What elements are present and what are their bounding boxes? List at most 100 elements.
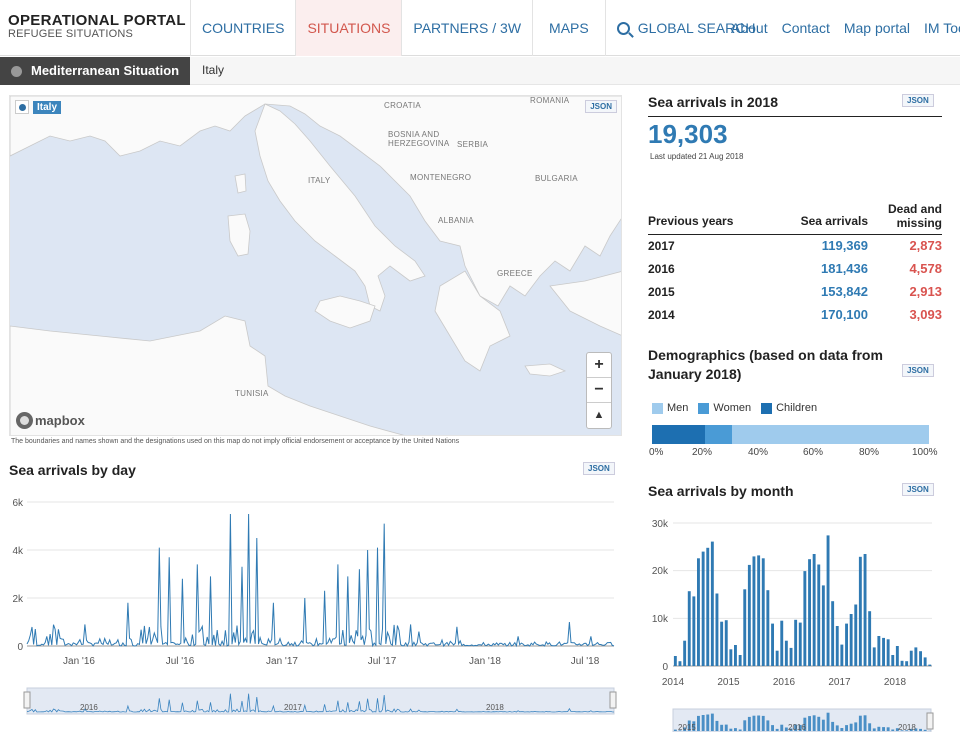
situation-map[interactable]: CROATIA BOSNIA AND HERZEGOVINA SERBIA RO… bbox=[9, 95, 622, 436]
by-month-title: Sea arrivals by month bbox=[648, 483, 794, 499]
by-month-bar[interactable] bbox=[784, 640, 788, 666]
legend-men[interactable]: Men bbox=[652, 402, 688, 414]
by-month-bar[interactable] bbox=[882, 637, 885, 666]
link-about[interactable]: About bbox=[731, 20, 768, 36]
by-month-bar[interactable] bbox=[673, 656, 677, 666]
by-month-bar[interactable] bbox=[720, 621, 724, 666]
search-icon bbox=[616, 21, 630, 35]
by-month-bar[interactable] bbox=[798, 622, 802, 666]
by-month-bar[interactable] bbox=[743, 589, 747, 666]
nav-countries[interactable]: COUNTRIES bbox=[190, 0, 295, 56]
by-month-navigator-bar bbox=[831, 721, 835, 731]
zoom-out-button[interactable]: − bbox=[587, 378, 611, 403]
by-month-bar[interactable] bbox=[771, 623, 774, 666]
by-month-json-button[interactable]: JSON bbox=[902, 483, 934, 496]
map-json-button[interactable]: JSON bbox=[585, 100, 617, 113]
by-month-chart[interactable]: 30k 20k 10k 0 2014 2015 2016 2017 2018 2… bbox=[640, 510, 950, 732]
by-month-bar[interactable] bbox=[775, 650, 779, 666]
by-month-bar[interactable] bbox=[854, 604, 858, 667]
by-month-bar[interactable] bbox=[831, 601, 835, 666]
by-month-bar[interactable] bbox=[803, 571, 807, 666]
by-month-bar[interactable] bbox=[812, 554, 816, 666]
by-month-bar[interactable] bbox=[914, 647, 918, 666]
by-month-bar[interactable] bbox=[715, 593, 719, 667]
by-month-bar[interactable] bbox=[724, 620, 728, 666]
by-month-bar[interactable] bbox=[692, 596, 696, 666]
land-north-africa bbox=[10, 315, 405, 435]
demographics-bar-women[interactable] bbox=[704, 425, 733, 444]
by-month-bar[interactable] bbox=[905, 661, 909, 666]
by-month-bar[interactable] bbox=[919, 651, 922, 666]
link-contact[interactable]: Contact bbox=[781, 20, 830, 36]
by-month-navigator-handle-right[interactable] bbox=[926, 712, 934, 730]
legend-women[interactable]: Women bbox=[698, 402, 751, 414]
demographics-bar[interactable] bbox=[652, 425, 929, 444]
by-month-bar[interactable] bbox=[757, 555, 761, 666]
by-month-bar[interactable] bbox=[710, 541, 714, 666]
by-day-navigator-handle-right[interactable] bbox=[609, 691, 617, 709]
by-month-bar[interactable] bbox=[729, 649, 733, 666]
mapbox-logo[interactable]: mapbox bbox=[16, 412, 85, 429]
nav-situations[interactable]: SITUATIONS bbox=[295, 0, 402, 56]
by-month-bar[interactable] bbox=[835, 626, 839, 666]
by-month-bar[interactable] bbox=[761, 558, 765, 666]
legend-children[interactable]: Children bbox=[761, 402, 817, 414]
by-month-bar[interactable] bbox=[697, 558, 700, 666]
by-month-bar[interactable] bbox=[826, 535, 830, 666]
arrivals-2018-json-button[interactable]: JSON bbox=[902, 94, 934, 107]
by-month-bar[interactable] bbox=[794, 619, 798, 666]
demographics-axis: 0% 20% 40% 60% 80% 100% bbox=[644, 447, 944, 461]
by-month-bar[interactable] bbox=[877, 636, 881, 666]
by-month-bar[interactable] bbox=[687, 591, 691, 666]
demographics-bar-children[interactable] bbox=[652, 425, 705, 444]
by-month-bar[interactable] bbox=[752, 556, 756, 666]
by-day-navigator-handle-left[interactable] bbox=[23, 691, 31, 709]
breadcrumb-situation[interactable]: Mediterranean Situation bbox=[0, 57, 190, 85]
reset-north-button[interactable]: ▲ bbox=[593, 409, 605, 421]
portal-logo[interactable]: OPERATIONAL PORTAL REFUGEE SITUATIONS bbox=[8, 12, 186, 40]
by-month-bar[interactable] bbox=[909, 650, 913, 666]
link-map-portal[interactable]: Map portal bbox=[843, 20, 910, 36]
by-month-bar[interactable] bbox=[923, 657, 927, 666]
by-month-bar[interactable] bbox=[780, 620, 784, 666]
by-month-bar[interactable] bbox=[808, 559, 811, 666]
by-day-navigator[interactable] bbox=[26, 687, 615, 715]
zoom-in-button[interactable]: + bbox=[587, 353, 611, 378]
nav-maps[interactable]: MAPS bbox=[532, 0, 605, 56]
by-month-bar[interactable] bbox=[845, 623, 848, 666]
by-month-bar[interactable] bbox=[678, 661, 682, 666]
by-month-bar[interactable] bbox=[683, 640, 687, 666]
breadcrumb-country[interactable]: Italy bbox=[202, 63, 225, 77]
by-month-bar[interactable] bbox=[891, 655, 895, 666]
map-label-albania: ALBANIA bbox=[438, 216, 474, 225]
nav-partners[interactable]: PARTNERS / 3W bbox=[401, 0, 532, 56]
by-month-bar[interactable] bbox=[766, 590, 770, 666]
by-month-bar[interactable] bbox=[895, 646, 899, 666]
by-month-bar[interactable] bbox=[817, 564, 821, 667]
by-month-bar[interactable] bbox=[886, 639, 890, 666]
by-month-bar[interactable] bbox=[747, 564, 751, 666]
by-month-bar[interactable] bbox=[872, 647, 876, 666]
by-day-chart[interactable]: 6k 4k 2k 0 Jan '16 Jul '16 Jan '17 Jul '… bbox=[0, 490, 620, 730]
by-month-bar[interactable] bbox=[840, 644, 844, 666]
by-day-json-button[interactable]: JSON bbox=[583, 462, 615, 475]
by-month-bar[interactable] bbox=[738, 655, 742, 666]
nav-global-search[interactable]: GLOBAL SEARCH bbox=[604, 0, 767, 56]
by-month-bar[interactable] bbox=[789, 647, 793, 666]
demographics-bar-men[interactable] bbox=[732, 425, 929, 444]
by-month-bar[interactable] bbox=[849, 614, 853, 666]
by-month-bar[interactable] bbox=[734, 645, 737, 666]
by-month-bar[interactable] bbox=[928, 664, 932, 666]
demographics-json-button[interactable]: JSON bbox=[902, 364, 934, 377]
by-month-bar[interactable] bbox=[868, 611, 872, 666]
by-month-navigator-bar bbox=[886, 727, 890, 731]
by-month-bar[interactable] bbox=[701, 551, 705, 666]
by-month-bar[interactable] bbox=[821, 585, 825, 666]
by-month-bar[interactable] bbox=[706, 547, 710, 666]
by-day-y-tick: 4k bbox=[12, 546, 24, 557]
by-month-bar[interactable] bbox=[858, 556, 862, 666]
by-month-bar[interactable] bbox=[863, 554, 867, 666]
by-month-bar[interactable] bbox=[900, 660, 904, 666]
link-im-tools[interactable]: IM Tool bbox=[924, 20, 960, 36]
by-month-x-tick: 2015 bbox=[717, 677, 740, 688]
